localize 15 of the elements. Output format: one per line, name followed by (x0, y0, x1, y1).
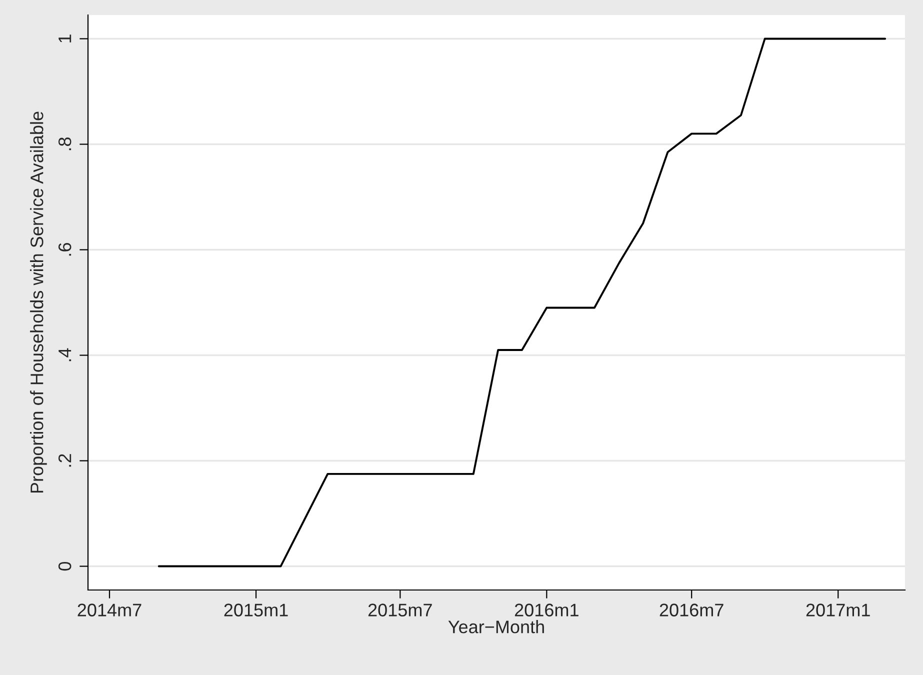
y-tick-label: .2 (58, 454, 72, 467)
x-tick-label: 2014m7 (78, 604, 142, 616)
line-series (158, 38, 886, 568)
y-axis-title: Proportion of Households with Service Available (30, 112, 47, 493)
x-tick-label: 2016m1 (514, 604, 578, 616)
x-tick-label: 2017m1 (806, 604, 870, 616)
x-axis-title: Year−Month (448, 620, 544, 634)
x-tick-label: 2015m7 (368, 604, 432, 616)
y-tick-label: .4 (58, 348, 72, 362)
y-tick-label: 1 (58, 34, 72, 42)
y-tick-label: 0 (58, 562, 72, 571)
y-tick-label: .8 (58, 138, 72, 150)
x-tick-label: 2016m7 (660, 604, 724, 616)
y-tick-label: .6 (58, 243, 72, 256)
x-tick-label: 2015m1 (224, 604, 288, 616)
